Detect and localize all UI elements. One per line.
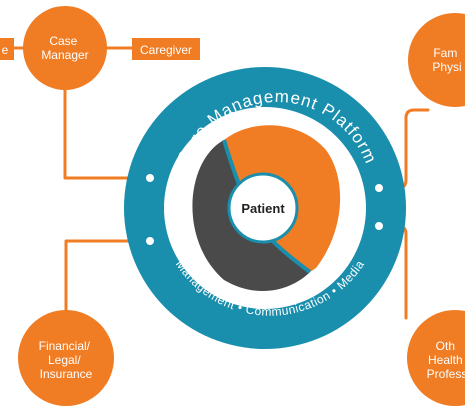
node-other-health[interactable]: Oth Health Profess: [407, 310, 465, 406]
dot-bottom-right: [375, 222, 383, 230]
tag-left-partial[interactable]: e: [0, 38, 14, 60]
financial-circle: [18, 310, 114, 406]
family-physician-circle: [408, 13, 465, 107]
case-manager-label: Case Manager: [41, 34, 88, 62]
connector-case-manager: [63, 88, 152, 180]
dot-bottom-left: [146, 237, 154, 245]
dot-top-right: [375, 184, 383, 192]
node-family-physician[interactable]: Fam Physi: [408, 13, 465, 107]
connector-financial: [64, 239, 152, 320]
caregiver-box: [132, 38, 200, 60]
patient-circle: [227, 172, 299, 244]
dot-top-left: [146, 174, 154, 182]
caregiver-label: Caregiver: [140, 43, 192, 57]
tag-caregiver[interactable]: Caregiver: [132, 38, 200, 60]
financial-label: Financial/ Legal/ Insurance: [39, 339, 94, 381]
connection-dots: [146, 174, 383, 245]
patient-label: Patient: [241, 201, 285, 216]
family-physician-label: Fam Physi: [432, 46, 461, 74]
left-tag-label: e: [2, 43, 9, 57]
other-health-label: Oth Health Profess: [427, 339, 465, 381]
case-manager-circle: [23, 6, 107, 90]
node-financial[interactable]: Financial/ Legal/ Insurance: [18, 310, 114, 406]
other-health-circle: [407, 310, 465, 406]
left-tag-box: [0, 38, 14, 60]
node-case-manager[interactable]: Case Manager: [23, 6, 107, 90]
